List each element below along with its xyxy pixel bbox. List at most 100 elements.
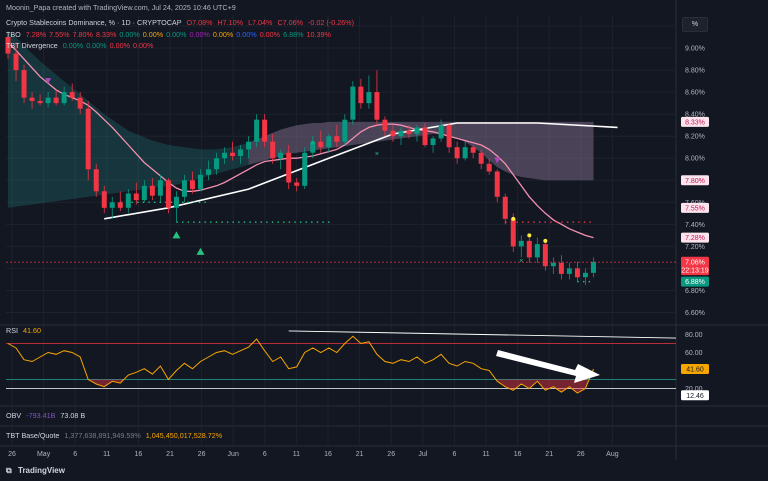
last-price-line	[286, 261, 288, 263]
last-price-line	[238, 261, 240, 263]
time-tick-label: 6	[452, 451, 456, 458]
rsi-oversold-fill	[8, 379, 594, 393]
candle-body	[366, 92, 372, 104]
support-dotted-line	[266, 221, 268, 223]
last-price-line	[50, 261, 52, 263]
last-price-line	[594, 261, 596, 263]
resistance-dotted-line	[555, 221, 558, 223]
tradingview-logo[interactable]: ⧉ TradingView	[6, 466, 65, 476]
last-price-line	[410, 261, 412, 263]
tbt-value: 0.00%	[109, 41, 130, 50]
candle-body	[141, 185, 147, 201]
support-dotted-line	[288, 221, 291, 223]
tbt-base-legend[interactable]: TBT Base/Quote 1,377,638,891,949.59% 1,0…	[6, 431, 225, 440]
last-price-line	[506, 261, 508, 263]
last-price-line	[10, 261, 12, 263]
last-price-line	[30, 261, 32, 263]
obv-legend[interactable]: OBV -793.41B 73.08 B	[6, 411, 88, 420]
cross-marker: ×	[311, 140, 315, 147]
obv-value-2: 73.08 B	[60, 411, 86, 420]
last-price-line	[318, 261, 320, 263]
time-tick-label: 11	[103, 451, 110, 458]
support-dotted-line	[137, 201, 139, 204]
rsi-value: 41.60	[22, 326, 41, 335]
support-dotted-line	[182, 201, 184, 204]
candle-body	[510, 218, 516, 247]
symbol-line: Crypto Stablecoins Dominance, % · 1D · C…	[6, 18, 357, 27]
last-price-line	[150, 261, 152, 263]
last-price-line	[418, 261, 420, 263]
candle-body	[430, 138, 436, 146]
candle-body	[310, 141, 316, 153]
last-price-line	[34, 261, 36, 263]
last-price-line	[18, 261, 20, 263]
support-dotted-line	[198, 201, 201, 204]
price-label: 22:13:19	[681, 265, 709, 276]
last-price-line	[218, 261, 220, 263]
candle-body	[69, 92, 75, 98]
last-price-line	[166, 261, 168, 263]
candle-body	[526, 240, 532, 258]
last-price-line	[614, 261, 616, 263]
tbo-legend[interactable]: TBO 7.28% 7.55% 7.80% 8.33% 0.00% 0.00% 0.00% 0…	[6, 30, 334, 39]
last-price-line	[514, 261, 516, 263]
last-price-line	[314, 261, 316, 263]
rsi-legend[interactable]: RSI 41.60	[6, 326, 44, 335]
price-label-bg	[681, 232, 709, 243]
tbo-value: 0.00%	[142, 30, 164, 39]
last-price-line	[430, 261, 432, 263]
tbt-legend[interactable]: TBT Divergence 0.00% 0.00% 0.00% 0.00%	[6, 41, 156, 50]
last-price-line	[274, 261, 276, 263]
candle-body	[37, 100, 43, 104]
last-price-line	[202, 261, 204, 263]
last-price-line	[386, 261, 388, 263]
support-dotted-line	[176, 221, 178, 223]
last-price-line	[74, 261, 76, 263]
percent-scale-button[interactable]: %	[682, 17, 708, 32]
last-price-line	[446, 261, 448, 263]
last-price-line	[458, 261, 460, 263]
last-price-line	[210, 261, 212, 263]
last-price-line	[522, 261, 524, 263]
last-price-line	[618, 261, 620, 263]
tbo-value: 0.00%	[166, 30, 187, 39]
rsi-label-text: 12.46	[686, 393, 704, 400]
candle-body	[77, 97, 83, 109]
candle-body	[117, 202, 123, 208]
support-dotted-line	[255, 221, 257, 223]
support-dotted-line	[316, 221, 319, 223]
candle-body	[558, 262, 564, 274]
candle-body	[93, 169, 99, 192]
candle-body	[270, 141, 276, 159]
support-dotted-line	[187, 201, 190, 204]
time-tick-label: 11	[293, 451, 300, 458]
last-price-line	[114, 261, 116, 263]
last-price-line	[482, 261, 484, 263]
support-dotted-line	[277, 221, 279, 223]
last-price-line	[174, 261, 176, 263]
support-dotted-line	[283, 221, 285, 223]
support-dotted-line	[165, 201, 167, 204]
support-dotted-line	[583, 280, 585, 283]
last-price-line	[118, 261, 120, 263]
price-label-text: 8.33%	[685, 119, 705, 126]
last-price-line	[550, 261, 552, 263]
candle-body	[278, 152, 284, 159]
support-dotted-line	[187, 221, 190, 223]
support-dotted-line	[577, 280, 579, 283]
last-price-line	[598, 261, 600, 263]
price-tick-label: 8.80%	[685, 68, 705, 75]
tbo-value: 0.00%	[259, 30, 281, 39]
price-label-text: 7.06%	[685, 259, 705, 266]
last-price-line	[422, 261, 424, 263]
last-price-line	[518, 261, 520, 263]
tbo-value: 8.33%	[95, 30, 117, 39]
candle-body	[382, 119, 388, 131]
last-price-line	[670, 261, 672, 263]
candle-body	[350, 86, 356, 120]
candle-body	[13, 53, 19, 71]
time-tick-label: 16	[135, 451, 143, 458]
last-price-line	[266, 261, 268, 263]
candle-body	[206, 169, 211, 175]
